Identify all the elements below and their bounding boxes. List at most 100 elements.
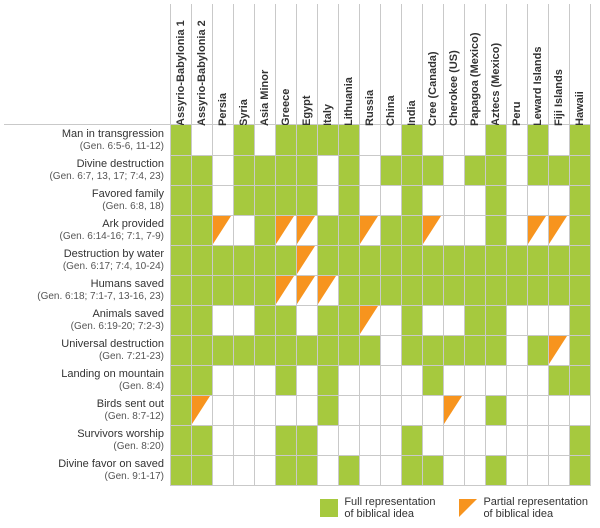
row-title: Divine destruction: [4, 158, 164, 171]
grid-cell: [360, 185, 381, 215]
grid-cell: [381, 275, 402, 305]
row-subtitle: (Gen. 6:19-20; 7:2-3): [4, 321, 164, 332]
grid-cell: [318, 125, 339, 156]
column-label: Egypt: [301, 106, 313, 126]
grid-cell: [234, 335, 255, 365]
legend-partial-label: Partial representationof biblical idea: [483, 496, 588, 520]
row-header: Divine favor on saved(Gen. 9:1-17): [4, 455, 171, 485]
grid-cell: [213, 155, 234, 185]
column-header: Papagoa (Mexico): [465, 4, 486, 125]
row-header: Divine destruction(Gen. 6:7, 13, 17; 7:4…: [4, 155, 171, 185]
grid-cell: [171, 365, 192, 395]
row-title: Divine favor on saved: [4, 458, 164, 471]
column-header: Aztecs (Mexico): [486, 4, 507, 125]
grid-cell: [297, 215, 318, 245]
column-header: Assyrio-Babylonia 2: [192, 4, 213, 125]
grid-cell: [276, 125, 297, 156]
grid-cell: [339, 365, 360, 395]
grid-cell: [297, 455, 318, 485]
grid-cell: [528, 275, 549, 305]
grid-cell: [549, 155, 570, 185]
row-subtitle: (Gen. 6:7, 13, 17; 7:4, 23): [4, 171, 164, 182]
grid-cell: [276, 365, 297, 395]
grid-cell: [570, 155, 591, 185]
grid-cell: [549, 215, 570, 245]
row-title: Birds sent out: [4, 398, 164, 411]
grid-cell: [507, 185, 528, 215]
grid-cell: [507, 335, 528, 365]
grid-cell: [465, 335, 486, 365]
grid-cell: [171, 155, 192, 185]
grid-cell: [465, 275, 486, 305]
column-label: Persia: [217, 106, 229, 126]
grid-cell: [360, 425, 381, 455]
grid-cell: [570, 425, 591, 455]
grid-cell: [423, 305, 444, 335]
row-subtitle: (Gen. 7:21-23): [4, 351, 164, 362]
grid-cell: [381, 425, 402, 455]
column-label: China: [385, 106, 397, 126]
grid-cell: [171, 335, 192, 365]
column-header: Leward Islands: [528, 4, 549, 125]
grid-cell: [423, 215, 444, 245]
corner-cell: [4, 4, 171, 125]
grid-cell: [423, 125, 444, 156]
grid-cell: [528, 395, 549, 425]
grid-cell: [465, 245, 486, 275]
grid-cell: [381, 185, 402, 215]
grid-cell: [318, 395, 339, 425]
column-header: Hawaii: [570, 4, 591, 125]
grid-cell: [255, 125, 276, 156]
grid-cell: [402, 425, 423, 455]
grid-cell: [360, 335, 381, 365]
grid-cell: [528, 155, 549, 185]
grid-cell: [360, 365, 381, 395]
grid-cell: [255, 455, 276, 485]
grid-cell: [213, 455, 234, 485]
grid-cell: [255, 155, 276, 185]
grid-cell: [528, 335, 549, 365]
grid-cell: [486, 125, 507, 156]
grid-cell: [234, 185, 255, 215]
grid-cell: [465, 305, 486, 335]
grid-cell: [444, 395, 465, 425]
grid-cell: [360, 125, 381, 156]
column-header: Italy: [318, 4, 339, 125]
grid-cell: [192, 335, 213, 365]
grid-cell: [402, 365, 423, 395]
row-subtitle: (Gen. 8:20): [4, 441, 164, 452]
grid-cell: [339, 455, 360, 485]
legend-full-label: Full representationof biblical idea: [344, 496, 435, 520]
column-header: Cree (Canada): [423, 4, 444, 125]
grid-cell: [234, 275, 255, 305]
grid-cell: [171, 245, 192, 275]
column-header: Asia Minor: [255, 4, 276, 125]
legend-full: Full representationof biblical idea: [320, 496, 435, 520]
grid-cell: [444, 305, 465, 335]
column-label: Papagoa (Mexico): [469, 106, 481, 126]
grid-cell: [318, 365, 339, 395]
grid-cell: [192, 185, 213, 215]
grid-cell: [297, 305, 318, 335]
grid-cell: [192, 215, 213, 245]
row-subtitle: (Gen. 8:4): [4, 381, 164, 392]
grid-cell: [486, 365, 507, 395]
grid-cell: [276, 275, 297, 305]
grid-cell: [171, 125, 192, 156]
grid-cell: [570, 365, 591, 395]
grid-cell: [549, 275, 570, 305]
grid-cell: [402, 275, 423, 305]
grid-cell: [549, 185, 570, 215]
row-header: Favored family(Gen. 6:8, 18): [4, 185, 171, 215]
grid-cell: [213, 185, 234, 215]
grid-cell: [234, 395, 255, 425]
grid-cell: [192, 245, 213, 275]
grid-cell: [423, 245, 444, 275]
grid-cell: [465, 425, 486, 455]
grid-cell: [234, 455, 255, 485]
row-header: Ark provided(Gen. 6:14-16; 7:1, 7-9): [4, 215, 171, 245]
grid-cell: [276, 305, 297, 335]
grid-cell: [423, 425, 444, 455]
column-label: India: [406, 106, 418, 126]
grid-cell: [507, 365, 528, 395]
